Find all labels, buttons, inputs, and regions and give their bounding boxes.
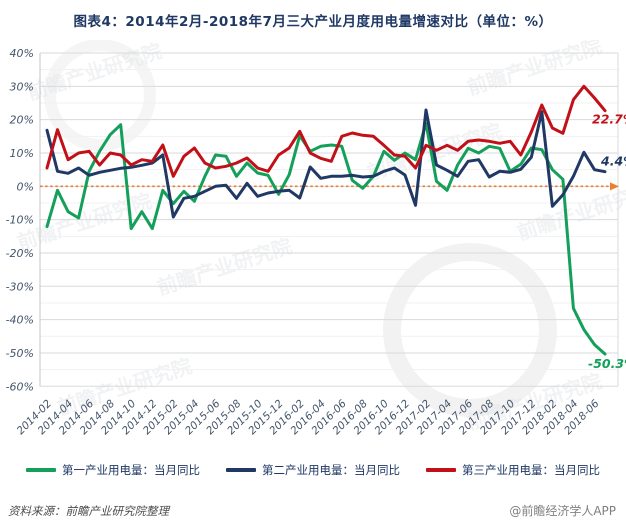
watermark-text: 前瞻产业研究院 [514, 179, 626, 245]
y-tick-label: -60% [6, 380, 34, 393]
brand-credit: @前瞻经济学人APP [509, 504, 616, 518]
legend-item-primary-industry: 第一产业用电量：当月同比 [26, 462, 200, 478]
legend-item-secondary-industry: 第二产业用电量：当月同比 [226, 462, 400, 478]
y-tick-label: 40% [10, 47, 34, 60]
watermark-logo-circle [44, 40, 156, 151]
y-tick-label: 20% [10, 114, 34, 127]
legend-label: 第一产业用电量：当月同比 [62, 463, 200, 477]
series-line-2 [45, 84, 607, 178]
legend-swatch-navy [226, 468, 256, 472]
watermark-logo-circle [383, 243, 557, 417]
watermark-text: 前瞻产业研究院 [154, 234, 295, 300]
series-line-0 [45, 121, 607, 356]
y-tick-label: -10% [6, 214, 34, 227]
y-tick-label: 0% [17, 180, 34, 193]
end-value-label: -50.3% [588, 356, 626, 371]
legend-label: 第三产业用电量：当月同比 [462, 463, 600, 477]
end-value-label: 4.4% [600, 154, 626, 169]
y-tick-label: -50% [6, 347, 34, 360]
legend-swatch-green [26, 468, 56, 472]
end-value-label: 22.7% [592, 112, 626, 127]
chart-footer: 资料来源：前瞻产业研究院整理 @前瞻经济学人APP [0, 502, 626, 519]
chart-title: 图表4：2014年2月-2018年7月三大产业月度用电量增速对比（单位：%） [73, 14, 553, 30]
y-tick-label: -20% [6, 247, 34, 260]
zero-line-arrow-icon [610, 182, 619, 191]
legend-swatch-red [426, 468, 456, 472]
chart-legend: 第一产业用电量：当月同比 第二产业用电量：当月同比 第三产业用电量：当月同比 [0, 462, 626, 478]
y-tick-label: 30% [10, 80, 34, 93]
legend-label: 第二产业用电量：当月同比 [262, 463, 400, 477]
y-tick-label: 10% [10, 147, 34, 160]
y-tick-label: -40% [6, 314, 34, 327]
legend-item-tertiary-industry: 第三产业用电量：当月同比 [426, 462, 600, 478]
series-line-1 [45, 108, 607, 219]
source-note: 资料来源：前瞻产业研究院整理 [8, 503, 169, 518]
y-tick-label: -30% [6, 280, 34, 293]
